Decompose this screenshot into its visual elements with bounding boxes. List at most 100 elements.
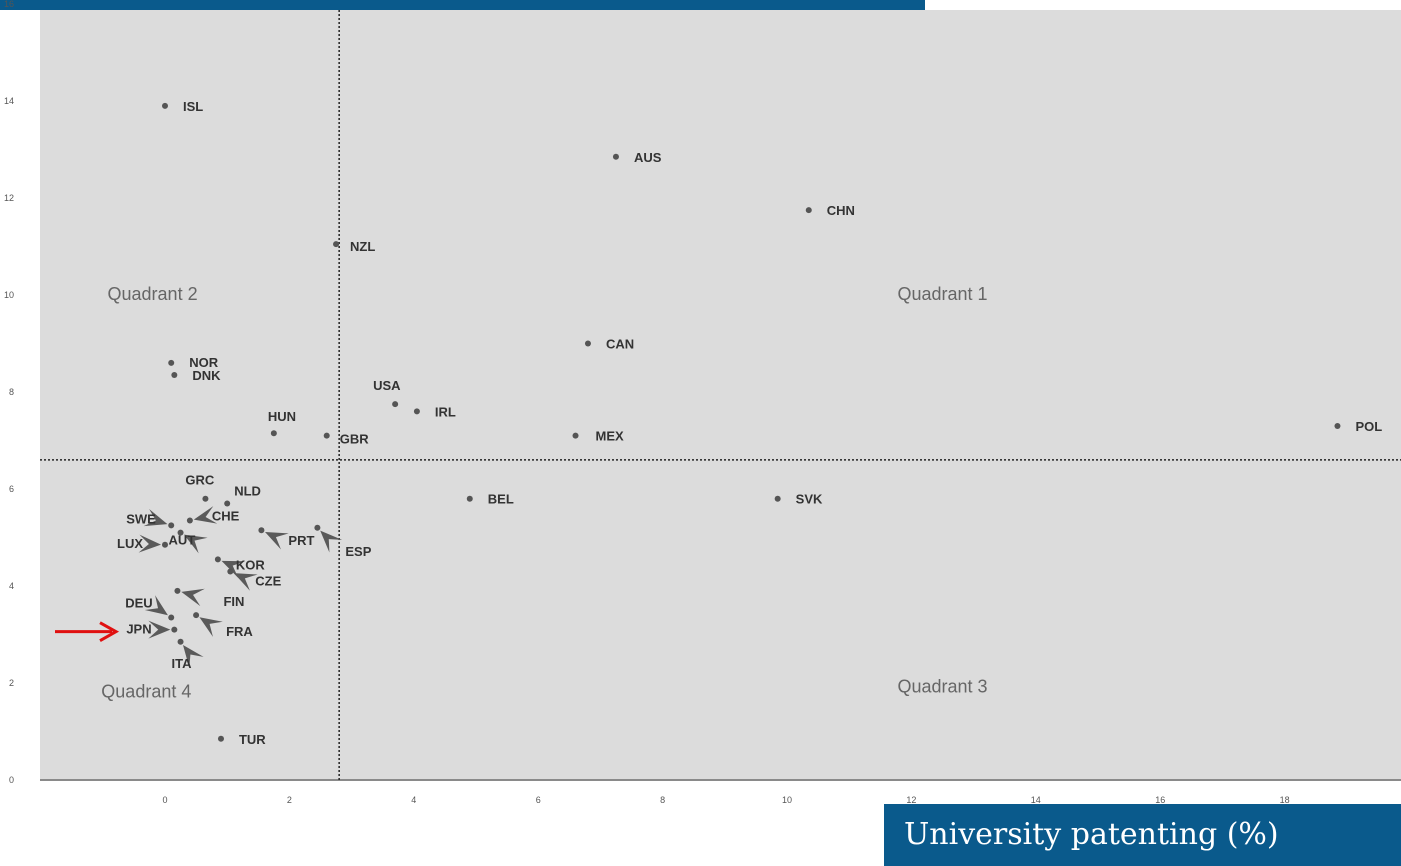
data-point-aut xyxy=(177,529,184,536)
point-label-lux: LUX xyxy=(117,536,143,551)
highlight-arrow-head xyxy=(99,621,120,642)
point-label-tur: TUR xyxy=(239,732,266,747)
leader-arrow-che xyxy=(193,506,218,524)
quadrant-label: Quadrant 3 xyxy=(897,677,987,697)
point-label-hun: HUN xyxy=(268,409,296,424)
data-point-grc xyxy=(202,495,209,502)
point-label-nld: NLD xyxy=(234,484,261,499)
leader-arrow-lux xyxy=(138,534,162,553)
quadrant-label: Quadrant 1 xyxy=(897,284,987,304)
quadrant-label: Quadrant 2 xyxy=(108,284,198,304)
x-tick-label: 18 xyxy=(1280,795,1290,805)
point-label-fin: FIN xyxy=(223,594,244,609)
x-tick-label: 4 xyxy=(411,795,416,805)
leader-arrow-kor xyxy=(221,560,246,578)
x-tick-label: 0 xyxy=(162,795,167,805)
y-tick-label: 16 xyxy=(4,0,14,9)
data-point-jpn xyxy=(171,626,178,633)
leader-arrow-aut xyxy=(184,534,208,554)
point-label-gbr: GBR xyxy=(340,432,370,447)
point-label-aus: AUS xyxy=(634,150,662,165)
data-point-deu xyxy=(168,614,175,621)
x-tick-label: 10 xyxy=(782,795,792,805)
data-point-mex xyxy=(572,432,579,439)
point-label-irl: IRL xyxy=(435,404,456,419)
point-label-jpn: JPN xyxy=(126,622,151,637)
data-point-tur xyxy=(217,735,224,742)
data-point-che xyxy=(186,517,193,524)
data-point-irl xyxy=(413,408,420,415)
y-tick-label: 14 xyxy=(4,96,14,106)
data-point-esp xyxy=(314,524,321,531)
point-label-aut: AUT xyxy=(169,533,196,548)
point-label-can: CAN xyxy=(606,337,634,352)
point-label-svk: SVK xyxy=(796,492,823,507)
y-tick-label: 2 xyxy=(9,678,14,688)
data-point-nor xyxy=(168,359,175,366)
data-point-kor xyxy=(214,556,221,563)
quadrant-dividers xyxy=(40,10,1401,780)
leader-arrow-deu xyxy=(144,595,168,616)
data-point-isl xyxy=(162,102,168,109)
x-tick-label: 2 xyxy=(287,795,292,805)
leader-arrow-swe xyxy=(143,508,168,527)
point-label-chn: CHN xyxy=(827,203,855,218)
x-tick-label: 16 xyxy=(1155,795,1165,805)
quadrant-labels: Quadrant 1 Quadrant 2 Quadrant 3 Quadrant 4 xyxy=(101,284,987,702)
leader-arrow-jpn xyxy=(148,620,171,639)
data-point-bel xyxy=(466,495,473,502)
data-point-dnk xyxy=(171,372,178,379)
top-accent-bar xyxy=(0,0,925,10)
point-label-fra: FRA xyxy=(226,624,253,639)
y-tick-label: 10 xyxy=(4,290,14,300)
data-point-prt xyxy=(258,527,265,534)
data-point-svk xyxy=(774,495,781,502)
axes: 0 2 4 6 8 10 12 14 16 18 0 2 4 6 8 10 12 14 16 xyxy=(4,0,1401,805)
data-point-ita xyxy=(177,638,184,645)
point-label-cze: CZE xyxy=(255,573,281,588)
quadrant-label: Quadrant 4 xyxy=(101,682,191,702)
plot-background xyxy=(40,10,1401,780)
leader-arrows xyxy=(138,506,343,668)
point-label-kor: KOR xyxy=(236,557,266,572)
data-point-nld xyxy=(224,500,231,507)
point-label-prt: PRT xyxy=(288,533,314,548)
x-tick-label: 8 xyxy=(660,795,665,805)
data-point-pol xyxy=(1334,422,1341,429)
data-point-lux xyxy=(162,541,168,548)
point-label-che: CHE xyxy=(212,509,240,524)
data-point-nzl xyxy=(333,241,340,248)
x-axis-label: University patenting (%) xyxy=(884,804,1401,866)
point-label-usa: USA xyxy=(373,378,401,393)
point-label-bel: BEL xyxy=(488,492,514,507)
data-point-hun xyxy=(270,430,277,437)
x-tick-label: 6 xyxy=(536,795,541,805)
y-tick-label: 8 xyxy=(9,387,14,397)
data-point-cze xyxy=(227,568,234,575)
point-label-deu: DEU xyxy=(125,596,152,611)
data-point-aus xyxy=(612,153,619,160)
point-label-grc: GRC xyxy=(185,473,215,488)
data-points xyxy=(162,102,1341,742)
data-point-fra xyxy=(193,612,200,619)
highlight-marker xyxy=(55,621,120,642)
x-tick-label: 12 xyxy=(906,795,916,805)
data-point-swe xyxy=(168,522,175,529)
point-label-nzl: NZL xyxy=(350,239,375,254)
point-label-isl: ISL xyxy=(183,99,203,114)
data-point-fin xyxy=(174,587,181,594)
point-label-ita: ITA xyxy=(172,656,193,671)
y-tick-label: 0 xyxy=(9,775,14,785)
leader-arrow-cze xyxy=(233,573,258,591)
point-label-nor: NOR xyxy=(189,355,219,370)
leader-arrow-ita xyxy=(182,644,204,668)
point-label-pol: POL xyxy=(1355,419,1382,434)
point-label-esp: ESP xyxy=(345,544,371,559)
leader-arrow-fra xyxy=(199,617,223,637)
data-point-usa xyxy=(392,401,399,408)
y-tick-label: 12 xyxy=(4,193,14,203)
leader-arrow-fin xyxy=(181,588,205,607)
point-label-dnk: DNK xyxy=(192,368,221,383)
